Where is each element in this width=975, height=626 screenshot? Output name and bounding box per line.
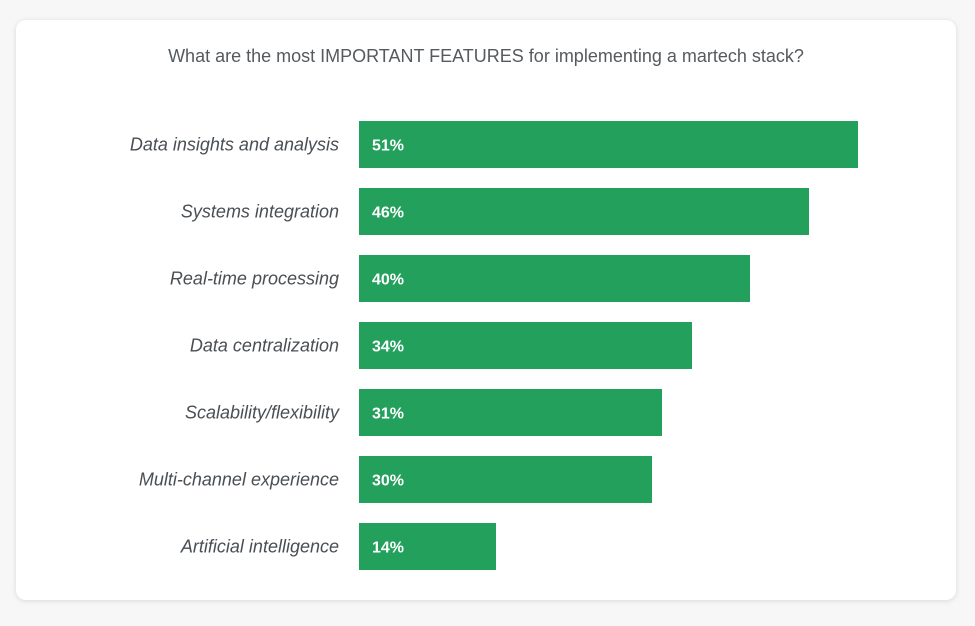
value-label: 51% — [372, 138, 404, 155]
bar — [359, 121, 858, 168]
category-label: Artificial intelligence — [180, 537, 339, 557]
category-label: Scalability/flexibility — [185, 403, 340, 423]
value-label: 34% — [372, 339, 404, 356]
value-label: 46% — [372, 205, 404, 222]
category-label: Data centralization — [190, 336, 339, 356]
bar — [359, 389, 662, 436]
value-label: 31% — [372, 406, 404, 423]
chart-title: What are the most IMPORTANT FEATURES for… — [168, 46, 804, 66]
bar — [359, 322, 692, 369]
bar — [359, 523, 496, 570]
bar — [359, 255, 750, 302]
category-label: Multi-channel experience — [139, 470, 339, 490]
category-label: Real-time processing — [170, 269, 339, 289]
bar — [359, 188, 809, 235]
value-label: 40% — [372, 272, 404, 289]
category-label: Data insights and analysis — [130, 135, 339, 155]
category-label: Systems integration — [181, 202, 339, 222]
chart-card: What are the most IMPORTANT FEATURES for… — [16, 20, 956, 600]
bar-chart: Data insights and analysis 51% Systems int… — [130, 121, 858, 570]
bar — [359, 456, 652, 503]
value-label: 30% — [372, 473, 404, 490]
value-label: 14% — [372, 540, 404, 557]
